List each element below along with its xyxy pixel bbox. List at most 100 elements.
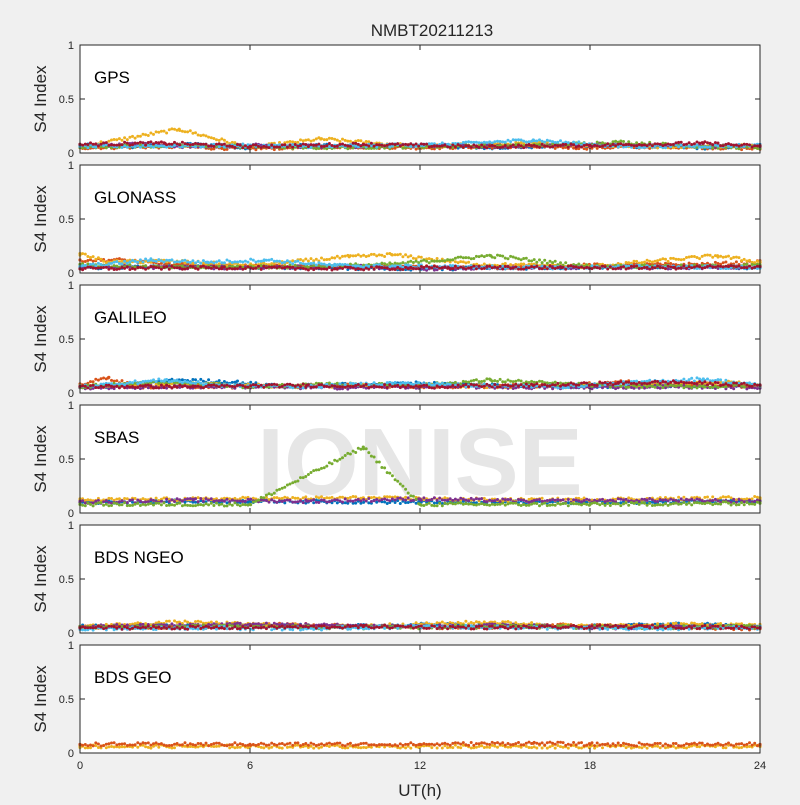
data-point [286, 146, 289, 149]
data-point [165, 387, 168, 390]
data-point [92, 255, 95, 258]
data-point [507, 265, 510, 268]
data-point [472, 257, 475, 260]
data-point [711, 265, 714, 268]
data-point [380, 262, 383, 265]
data-point [748, 259, 751, 262]
data-point [517, 138, 520, 141]
data-point [483, 255, 486, 258]
data-point [278, 265, 281, 268]
data-point [480, 254, 483, 257]
data-point [302, 262, 305, 265]
data-point [365, 140, 368, 143]
data-point [570, 143, 573, 146]
data-point [310, 257, 313, 260]
data-point [633, 265, 636, 268]
data-point [155, 130, 158, 133]
data-point [753, 386, 756, 389]
data-point [693, 145, 696, 148]
data-point [197, 265, 200, 268]
data-point [247, 265, 250, 268]
data-point [546, 267, 549, 270]
data-point [357, 264, 360, 267]
data-point [535, 265, 538, 268]
data-point [496, 254, 499, 257]
data-point [336, 255, 339, 258]
data-point [640, 144, 643, 147]
plot-area [80, 45, 760, 153]
data-point [409, 254, 412, 257]
data-point [580, 266, 583, 269]
data-point [412, 261, 415, 264]
data-point [110, 139, 113, 142]
data-point [467, 266, 470, 269]
data-point [451, 144, 454, 147]
data-point [160, 259, 163, 262]
data-point [338, 266, 341, 269]
data-point [585, 266, 588, 269]
data-point [751, 146, 754, 149]
data-point [338, 143, 341, 146]
data-point [470, 141, 473, 144]
data-point [669, 265, 672, 268]
data-point [139, 261, 142, 264]
data-point [226, 141, 229, 144]
data-point [157, 258, 160, 261]
data-point [210, 267, 213, 270]
data-point [115, 260, 118, 263]
data-point [186, 143, 189, 146]
data-point [735, 256, 738, 259]
data-point [593, 144, 596, 147]
data-point [92, 267, 95, 270]
data-point [212, 145, 215, 148]
data-point [546, 139, 549, 142]
data-point [680, 144, 683, 147]
data-point [703, 266, 706, 269]
data-point [97, 267, 100, 270]
data-point [709, 254, 712, 257]
data-point [648, 260, 651, 263]
data-point [633, 260, 636, 263]
data-point [89, 256, 92, 259]
data-point [438, 145, 441, 148]
data-point [268, 146, 271, 149]
y-tick-label: 0 [68, 268, 74, 280]
data-point [533, 258, 536, 261]
data-point [296, 260, 299, 263]
data-point [638, 143, 641, 146]
data-point [210, 148, 213, 151]
data-point [89, 266, 92, 269]
data-point [110, 267, 113, 270]
data-point [139, 258, 142, 261]
data-point [509, 140, 512, 143]
data-point [656, 386, 659, 389]
data-point [218, 142, 221, 145]
data-point [693, 266, 696, 269]
data-point [168, 143, 171, 146]
data-point [210, 260, 213, 263]
data-point [475, 267, 478, 270]
data-point [312, 144, 315, 147]
data-point [223, 261, 226, 264]
data-point [388, 143, 391, 146]
data-point [354, 142, 357, 145]
y-axis-label: S4 Index [31, 185, 50, 253]
data-point [575, 386, 578, 389]
data-point [577, 140, 580, 143]
data-point [501, 265, 504, 268]
data-point [677, 267, 680, 270]
data-point [147, 144, 150, 147]
data-point [717, 265, 720, 268]
data-point [551, 266, 554, 269]
data-point [614, 144, 617, 147]
data-point [753, 144, 756, 147]
data-point [244, 144, 247, 147]
data-point [121, 260, 124, 263]
data-point [467, 140, 470, 143]
data-point [517, 268, 520, 271]
data-point [155, 266, 158, 269]
data-point [394, 264, 397, 267]
data-point [472, 144, 475, 147]
data-point [525, 144, 528, 147]
data-point [199, 146, 202, 149]
